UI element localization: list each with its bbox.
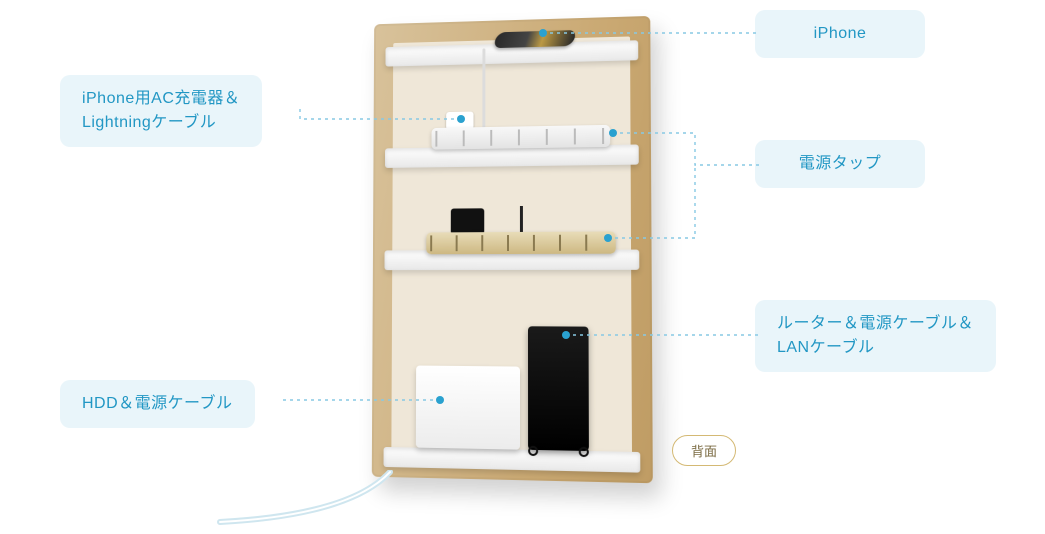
label-charger: iPhone用AC充電器＆ Lightningケーブル xyxy=(60,75,262,147)
router-feet xyxy=(528,446,589,459)
floor-cable xyxy=(200,470,430,530)
badge-back-side: 背面 xyxy=(672,435,736,466)
label-power-tap: 電源タップ xyxy=(755,140,925,188)
iphone-illustration xyxy=(493,30,578,48)
power-strip-white xyxy=(431,125,610,150)
power-strip-tan xyxy=(426,231,615,254)
router-box xyxy=(528,326,589,451)
product-shelf xyxy=(370,18,650,478)
power-adapter-black xyxy=(451,208,484,234)
shelf-body xyxy=(372,16,653,483)
shelf-plank-bottom xyxy=(384,447,641,473)
label-hdd: HDD＆電源ケーブル xyxy=(60,380,255,428)
infographic-stage: iPhone iPhone用AC充電器＆ Lightningケーブル 電源タップ… xyxy=(0,0,1045,534)
hdd-box xyxy=(416,366,520,450)
plug-cord xyxy=(520,206,523,234)
lightning-cable xyxy=(482,48,485,135)
label-router: ルーター＆電源ケーブル＆ LANケーブル xyxy=(755,300,996,372)
label-iphone: iPhone xyxy=(755,10,925,58)
